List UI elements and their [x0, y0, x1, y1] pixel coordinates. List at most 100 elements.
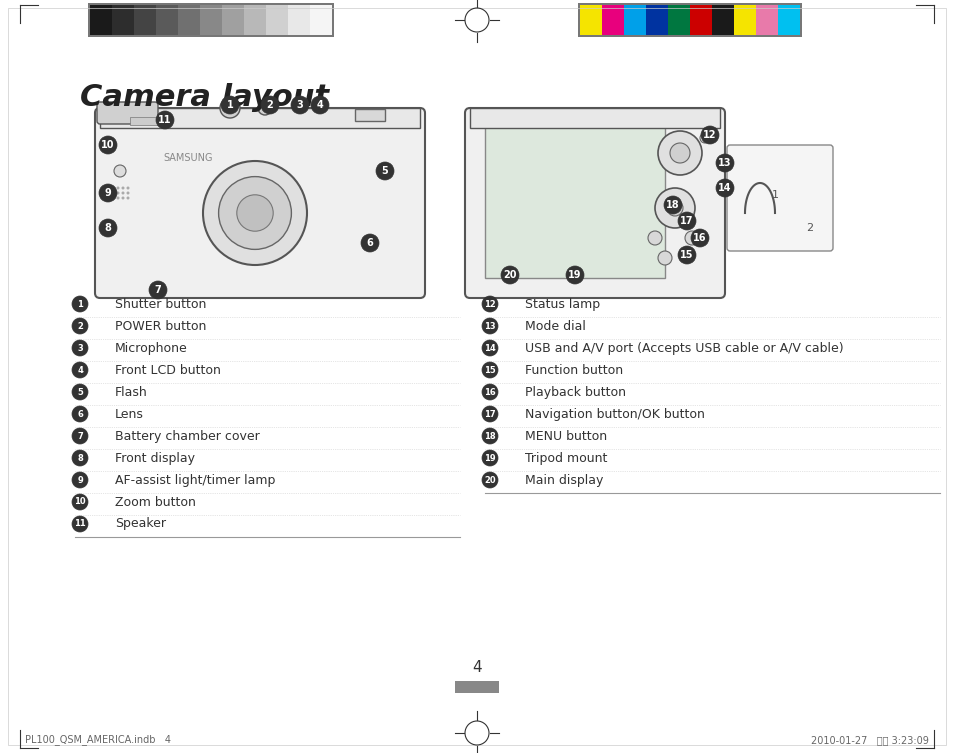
Circle shape [658, 131, 701, 175]
Text: POWER button: POWER button [115, 319, 206, 333]
Circle shape [647, 231, 661, 245]
Text: 8: 8 [77, 453, 83, 462]
Circle shape [116, 197, 119, 200]
Circle shape [121, 187, 125, 190]
Text: 2: 2 [77, 322, 83, 331]
Circle shape [684, 231, 699, 245]
Text: 1: 1 [77, 300, 83, 309]
Circle shape [481, 362, 497, 378]
Text: 15: 15 [679, 250, 693, 260]
Bar [667, 5, 689, 35]
Circle shape [500, 266, 518, 284]
Text: 9: 9 [105, 188, 112, 198]
Text: Battery chamber cover: Battery chamber cover [115, 429, 259, 443]
Bar [222, 5, 244, 35]
Circle shape [716, 154, 733, 172]
Text: 7: 7 [77, 431, 83, 441]
Text: 6: 6 [77, 410, 83, 419]
Text: PL100_QSM_AMERICA.indb   4: PL100_QSM_AMERICA.indb 4 [25, 734, 171, 745]
FancyBboxPatch shape [95, 108, 424, 298]
Bar [200, 5, 222, 35]
Circle shape [71, 296, 88, 312]
Text: Front LCD button: Front LCD button [115, 364, 221, 376]
Text: 14: 14 [483, 343, 496, 352]
Circle shape [481, 296, 497, 312]
Circle shape [127, 187, 130, 190]
Text: 10: 10 [101, 140, 114, 150]
Bar [579, 5, 601, 35]
Circle shape [121, 197, 125, 200]
Bar [645, 5, 667, 35]
Circle shape [71, 450, 88, 466]
Bar [623, 5, 645, 35]
Text: MENU button: MENU button [524, 429, 606, 443]
Text: 16: 16 [693, 233, 706, 243]
Text: Microphone: Microphone [115, 342, 188, 355]
Circle shape [678, 246, 696, 264]
Text: 20: 20 [503, 270, 517, 280]
Text: Navigation button/OK button: Navigation button/OK button [524, 407, 704, 420]
Circle shape [481, 318, 497, 334]
Circle shape [375, 162, 394, 180]
Circle shape [481, 428, 497, 444]
Circle shape [71, 340, 88, 356]
Text: SAMSUNG: SAMSUNG [163, 153, 213, 163]
Text: Status lamp: Status lamp [524, 297, 599, 310]
Circle shape [127, 191, 130, 194]
Circle shape [663, 196, 681, 214]
Text: Main display: Main display [524, 474, 602, 486]
Bar [778, 5, 800, 35]
Text: 17: 17 [679, 216, 693, 226]
Text: USB and A/V port (Accepts USB cable or A/V cable): USB and A/V port (Accepts USB cable or A… [524, 342, 842, 355]
Bar [601, 5, 623, 35]
Text: 15: 15 [483, 365, 496, 374]
Text: 11: 11 [74, 520, 86, 529]
Circle shape [565, 266, 583, 284]
Circle shape [71, 362, 88, 378]
Bar [455, 681, 498, 693]
Text: 7: 7 [154, 285, 161, 295]
Text: 13: 13 [718, 158, 731, 168]
Bar [733, 5, 755, 35]
Text: 1: 1 [771, 190, 778, 200]
Bar [711, 5, 733, 35]
Circle shape [149, 281, 167, 299]
Text: 3: 3 [296, 100, 303, 110]
Text: 3: 3 [77, 343, 83, 352]
Text: AF-assist light/timer lamp: AF-assist light/timer lamp [115, 474, 275, 486]
Bar [288, 5, 310, 35]
Text: 4: 4 [316, 100, 323, 110]
Circle shape [666, 200, 682, 216]
Circle shape [481, 450, 497, 466]
Circle shape [360, 234, 378, 252]
Bar [244, 5, 266, 35]
Circle shape [71, 516, 88, 532]
Bar [355, 109, 385, 121]
Text: 17: 17 [484, 410, 496, 419]
Circle shape [156, 111, 173, 129]
Bar [266, 5, 288, 35]
Circle shape [690, 229, 708, 247]
Circle shape [218, 177, 291, 249]
Text: 5: 5 [381, 166, 388, 176]
Text: 16: 16 [483, 388, 496, 397]
Bar [470, 108, 720, 128]
Text: 9: 9 [77, 475, 83, 484]
Circle shape [481, 472, 497, 488]
Bar [90, 5, 112, 35]
Circle shape [71, 428, 88, 444]
Text: 18: 18 [665, 200, 679, 210]
Circle shape [655, 188, 695, 228]
Circle shape [261, 96, 278, 114]
Circle shape [99, 184, 117, 202]
Text: 13: 13 [484, 322, 496, 331]
Text: 18: 18 [484, 431, 496, 441]
Text: Mode dial: Mode dial [524, 319, 585, 333]
Text: Function button: Function button [524, 364, 622, 376]
FancyBboxPatch shape [464, 108, 724, 298]
Text: Shutter button: Shutter button [115, 297, 206, 310]
Circle shape [291, 96, 309, 114]
Circle shape [700, 126, 719, 144]
FancyBboxPatch shape [97, 102, 158, 124]
Text: 10: 10 [74, 498, 86, 507]
